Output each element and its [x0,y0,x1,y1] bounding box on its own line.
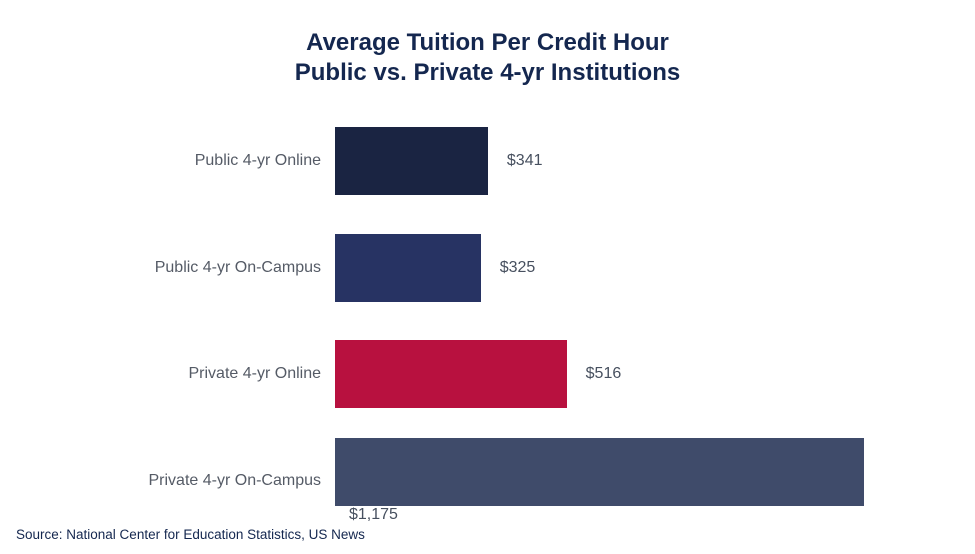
bar-row: Public 4-yr Online $341 [40,122,875,200]
chart-plot-area: Public 4-yr Online $341 Public 4-yr On-C… [40,108,935,534]
tuition-bar-chart: Average Tuition Per Credit Hour Public v… [0,0,975,554]
bar-area: $516 [335,340,875,408]
bar [335,127,488,195]
value-label: $1,175 [349,506,398,524]
category-label: Public 4-yr Online [40,152,335,170]
category-label: Public 4-yr On-Campus [40,259,335,277]
bar-row: Private 4-yr On-Campus $1,175 [40,442,875,520]
category-label: Private 4-yr Online [40,365,335,383]
category-label: Private 4-yr On-Campus [40,472,335,490]
value-label: $516 [586,365,622,383]
bar-area: $1,175 [335,438,875,524]
bar-row: Private 4-yr Online $516 [40,335,875,413]
bar [335,438,864,506]
value-label: $341 [507,152,543,170]
value-label: $325 [500,259,536,277]
chart-title: Average Tuition Per Credit Hour Public v… [40,28,935,88]
bar-area: $341 [335,127,875,195]
source-attribution: Source: National Center for Education St… [16,527,365,542]
bar-row: Public 4-yr On-Campus $325 [40,229,875,307]
bar [335,340,567,408]
bar-area: $325 [335,234,875,302]
bar [335,234,481,302]
